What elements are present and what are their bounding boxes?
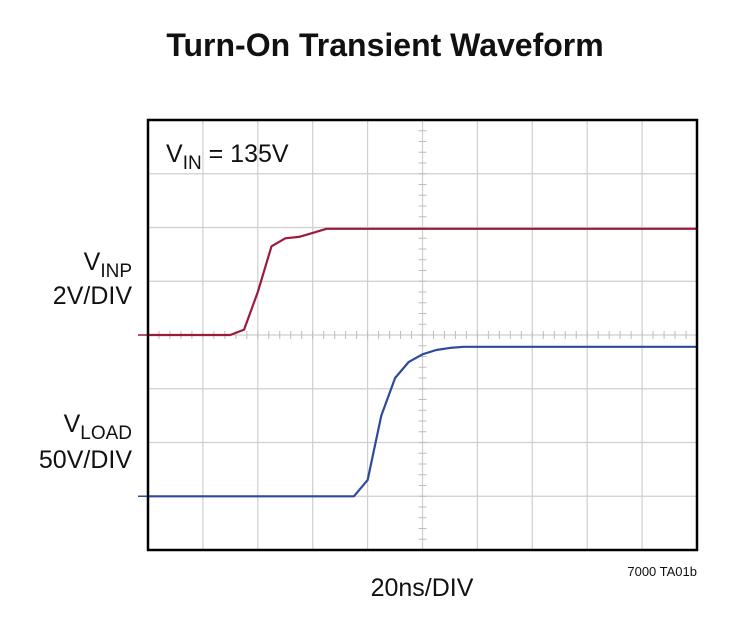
annotation-subscript: IN <box>183 153 202 174</box>
trace-label: VLOAD <box>64 410 132 444</box>
annotation: VIN = 135V <box>166 140 289 174</box>
chart-title: Turn-On Transient Waveform <box>166 27 603 63</box>
trace-line <box>148 345 697 498</box>
annotation-symbol: V <box>166 140 183 168</box>
trace-label-symbol: V <box>84 248 101 276</box>
x-axis-label: 20ns/DIV <box>371 574 474 602</box>
grid <box>147 119 698 551</box>
annotation-text: = 135V <box>202 140 289 168</box>
trace-scale: 50V/DIV <box>39 446 132 474</box>
plot-frame <box>146 118 699 552</box>
trace-label-subscript: INP <box>100 261 132 282</box>
figure-id: 7000 TA01b <box>627 564 697 579</box>
trace-scale: 2V/DIV <box>53 282 133 310</box>
trace-line <box>148 227 697 337</box>
trace-label: VINP <box>84 248 132 282</box>
trace-label-subscript: LOAD <box>80 423 132 444</box>
trace-label-symbol: V <box>64 410 81 438</box>
traces <box>138 227 697 498</box>
